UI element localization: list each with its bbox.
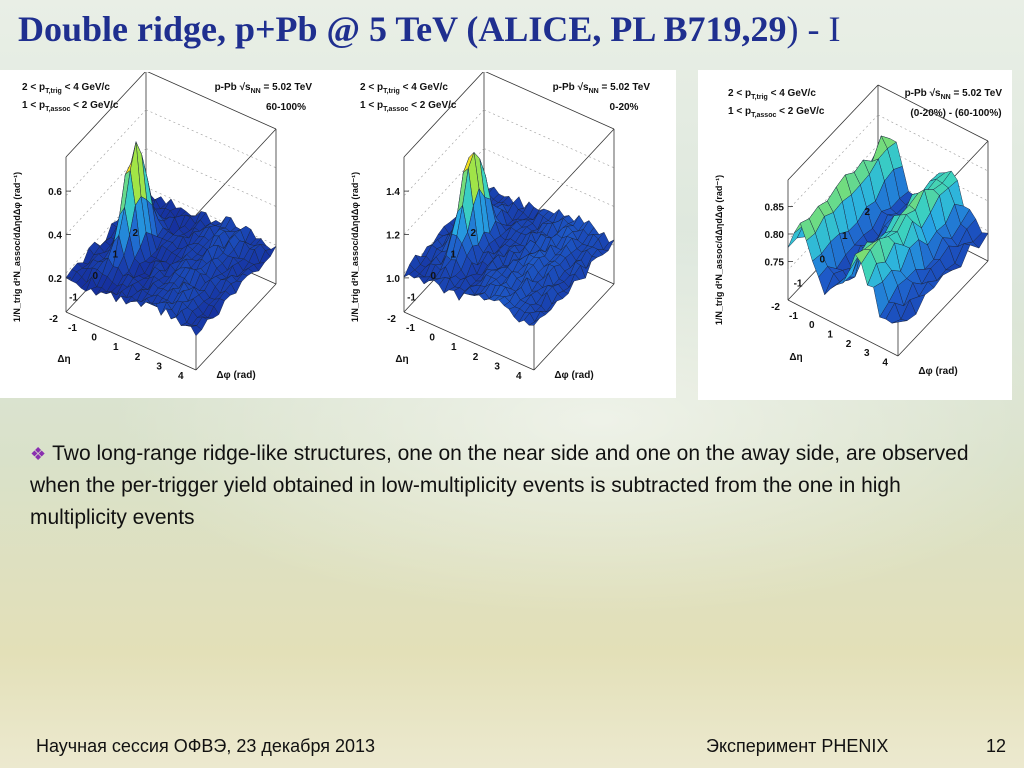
eta-tick-label: 0 xyxy=(430,271,436,282)
phi-tick-label: 4 xyxy=(882,357,888,368)
centrality-class: 60-100% xyxy=(266,102,306,113)
surface-mesh xyxy=(787,135,989,324)
assoc-pt-range: 1 < pT,assoc < 2 GeV/c xyxy=(22,100,119,113)
page-number: 12 xyxy=(986,736,1007,756)
phi-tick-label: 3 xyxy=(494,362,500,373)
z-axis-title: 1/N_trig d²N_assoc/dΔηdΔφ (rad⁻¹) xyxy=(714,175,724,325)
plot-header: 2 < pT,trig < 4 GeV/c 1 < pT,assoc < 2 Ge… xyxy=(22,82,312,113)
eta-tick-label: 0 xyxy=(92,271,98,282)
phi-tick-label: 4 xyxy=(178,371,184,382)
eta-tick-label: 2 xyxy=(864,207,870,218)
eta-tick-label: 1 xyxy=(842,231,848,242)
eta-tick-label: 0 xyxy=(819,255,825,266)
phi-axis-ticks: -1 0 1 2 3 4 xyxy=(406,323,522,382)
phi-axis-ticks: -1 0 1 2 3 4 xyxy=(68,323,184,382)
phi-tick-label: 2 xyxy=(473,352,479,363)
z-tick-label: 0.85 xyxy=(765,202,785,213)
z-tick-label: 1.2 xyxy=(386,231,400,242)
z-axis-title: 1/N_trig d²N_assoc/dΔηdΔφ (rad⁻¹) xyxy=(350,172,360,322)
z-axis-title: 1/N_trig d²N_assoc/dΔηdΔφ (rad⁻¹) xyxy=(12,172,22,322)
collision-system: p-Pb √sNN = 5.02 TeV xyxy=(553,82,651,95)
trigger-pt-range: 2 < pT,trig < 4 GeV/c xyxy=(22,82,110,95)
eta-tick-label: 1 xyxy=(112,250,118,261)
phi-tick-label: 0 xyxy=(429,333,435,344)
z-tick-label: 1.0 xyxy=(386,274,400,285)
centrality-class: 0-20% xyxy=(610,102,639,113)
eta-tick-label: 2 xyxy=(132,228,138,239)
surface-plot-svg: 2 < pT,trig < 4 GeV/c 1 < pT,assoc < 2 Ge… xyxy=(714,84,1002,377)
phi-axis-title: Δφ (rad) xyxy=(554,370,593,381)
surface-mesh xyxy=(403,151,615,326)
eta-tick-label: -1 xyxy=(794,278,803,289)
phi-axis-ticks: -1 0 1 2 3 4 xyxy=(789,311,888,369)
surface-plot-central: 2 < pT,trig < 4 GeV/c 1 < pT,assoc < 2 Ge… xyxy=(342,72,672,394)
phi-tick-label: 4 xyxy=(516,371,522,382)
phi-tick-label: 1 xyxy=(451,342,457,353)
eta-tick-label: 1 xyxy=(450,250,456,261)
phi-tick-label: 0 xyxy=(91,333,97,344)
z-axis-ticks: 1.4 1.2 1.0 xyxy=(386,187,409,285)
z-axis-ticks: 0.85 0.80 0.75 xyxy=(765,202,793,269)
eta-axis-ticks: 2 1 0 -1 -2 xyxy=(49,228,138,325)
eta-tick-label: 2 xyxy=(470,228,476,239)
footer-session: Научная сессия ОФВЭ, 23 декабря 2013 xyxy=(36,736,376,756)
centrality-class: (0-20%) - (60-100%) xyxy=(910,108,1001,119)
trigger-pt-range: 2 < pT,trig < 4 GeV/c xyxy=(728,88,816,101)
z-tick-label: 0.2 xyxy=(48,274,62,285)
collision-system: p-Pb √sNN = 5.02 TeV xyxy=(215,82,313,95)
eta-axis-ticks: 2 1 0 -1 -2 xyxy=(387,228,476,325)
phi-tick-label: 0 xyxy=(809,320,815,331)
phi-tick-label: 3 xyxy=(156,362,162,373)
eta-axis-ticks: 2 1 0 -1 -2 xyxy=(771,207,870,313)
title-close: ) xyxy=(786,9,799,49)
phi-axis-title: Δφ (rad) xyxy=(918,366,957,377)
eta-axis-title: Δη xyxy=(789,352,802,363)
phi-tick-label: 2 xyxy=(846,339,852,350)
phi-axis-title: Δφ (rad) xyxy=(216,370,255,381)
surface-plot-subtracted: 2 < pT,trig < 4 GeV/c 1 < pT,assoc < 2 Ge… xyxy=(698,70,1012,400)
surface-mesh xyxy=(65,141,277,337)
eta-axis-title: Δη xyxy=(57,354,70,365)
z-tick-label: 0.75 xyxy=(765,258,785,269)
title-main: Double ridge, p+Pb @ 5 TeV (ALICE, PL B7… xyxy=(18,9,787,49)
eta-tick-label: -1 xyxy=(407,293,416,304)
z-tick-label: 0.80 xyxy=(765,230,785,241)
z-axis-ticks: 0.6 0.4 0.2 xyxy=(48,187,71,285)
phi-tick-label: 1 xyxy=(113,342,119,353)
z-tick-label: 1.4 xyxy=(386,187,400,198)
eta-axis-title: Δη xyxy=(395,354,408,365)
phi-tick-label: 2 xyxy=(135,352,141,363)
phi-tick-label: -1 xyxy=(406,323,415,334)
plot-header: 2 < pT,trig < 4 GeV/c 1 < pT,assoc < 2 Ge… xyxy=(728,88,1002,119)
eta-tick-label: -1 xyxy=(69,293,78,304)
eta-tick-label: -2 xyxy=(49,314,58,325)
phi-tick-label: 3 xyxy=(864,348,870,359)
collision-system: p-Pb √sNN = 5.02 TeV xyxy=(905,88,1003,101)
z-tick-label: 0.4 xyxy=(48,231,62,242)
phi-tick-label: -1 xyxy=(789,311,798,322)
slide-title: Double ridge, p+Pb @ 5 TeV (ALICE, PL B7… xyxy=(18,8,840,50)
eta-tick-label: -2 xyxy=(771,302,780,313)
title-suffix: - I xyxy=(798,9,841,49)
phi-tick-label: 1 xyxy=(827,329,833,340)
assoc-pt-range: 1 < pT,assoc < 2 GeV/c xyxy=(728,106,825,119)
surface-plot-svg: 2 < pT,trig < 4 GeV/c 1 < pT,assoc < 2 Ge… xyxy=(350,72,650,382)
trigger-pt-range: 2 < pT,trig < 4 GeV/c xyxy=(360,82,448,95)
bullet-diamond-icon: ❖ xyxy=(30,444,47,464)
plot-header: 2 < pT,trig < 4 GeV/c 1 < pT,assoc < 2 Ge… xyxy=(360,82,650,113)
eta-tick-label: -2 xyxy=(387,314,396,325)
surface-plot-peripheral: 2 < pT,trig < 4 GeV/c 1 < pT,assoc < 2 Ge… xyxy=(4,72,334,394)
footer-experiment: Эксперимент PHENIX xyxy=(706,736,889,756)
surface-plot-svg: 2 < pT,trig < 4 GeV/c 1 < pT,assoc < 2 Ge… xyxy=(12,72,312,382)
bullet-paragraph: ❖ Two long-range ridge-like structures, o… xyxy=(30,438,980,534)
assoc-pt-range: 1 < pT,assoc < 2 GeV/c xyxy=(360,100,457,113)
bullet-text: Two long-range ridge-like structures, on… xyxy=(30,442,969,529)
z-tick-label: 0.6 xyxy=(48,187,62,198)
phi-tick-label: -1 xyxy=(68,323,77,334)
